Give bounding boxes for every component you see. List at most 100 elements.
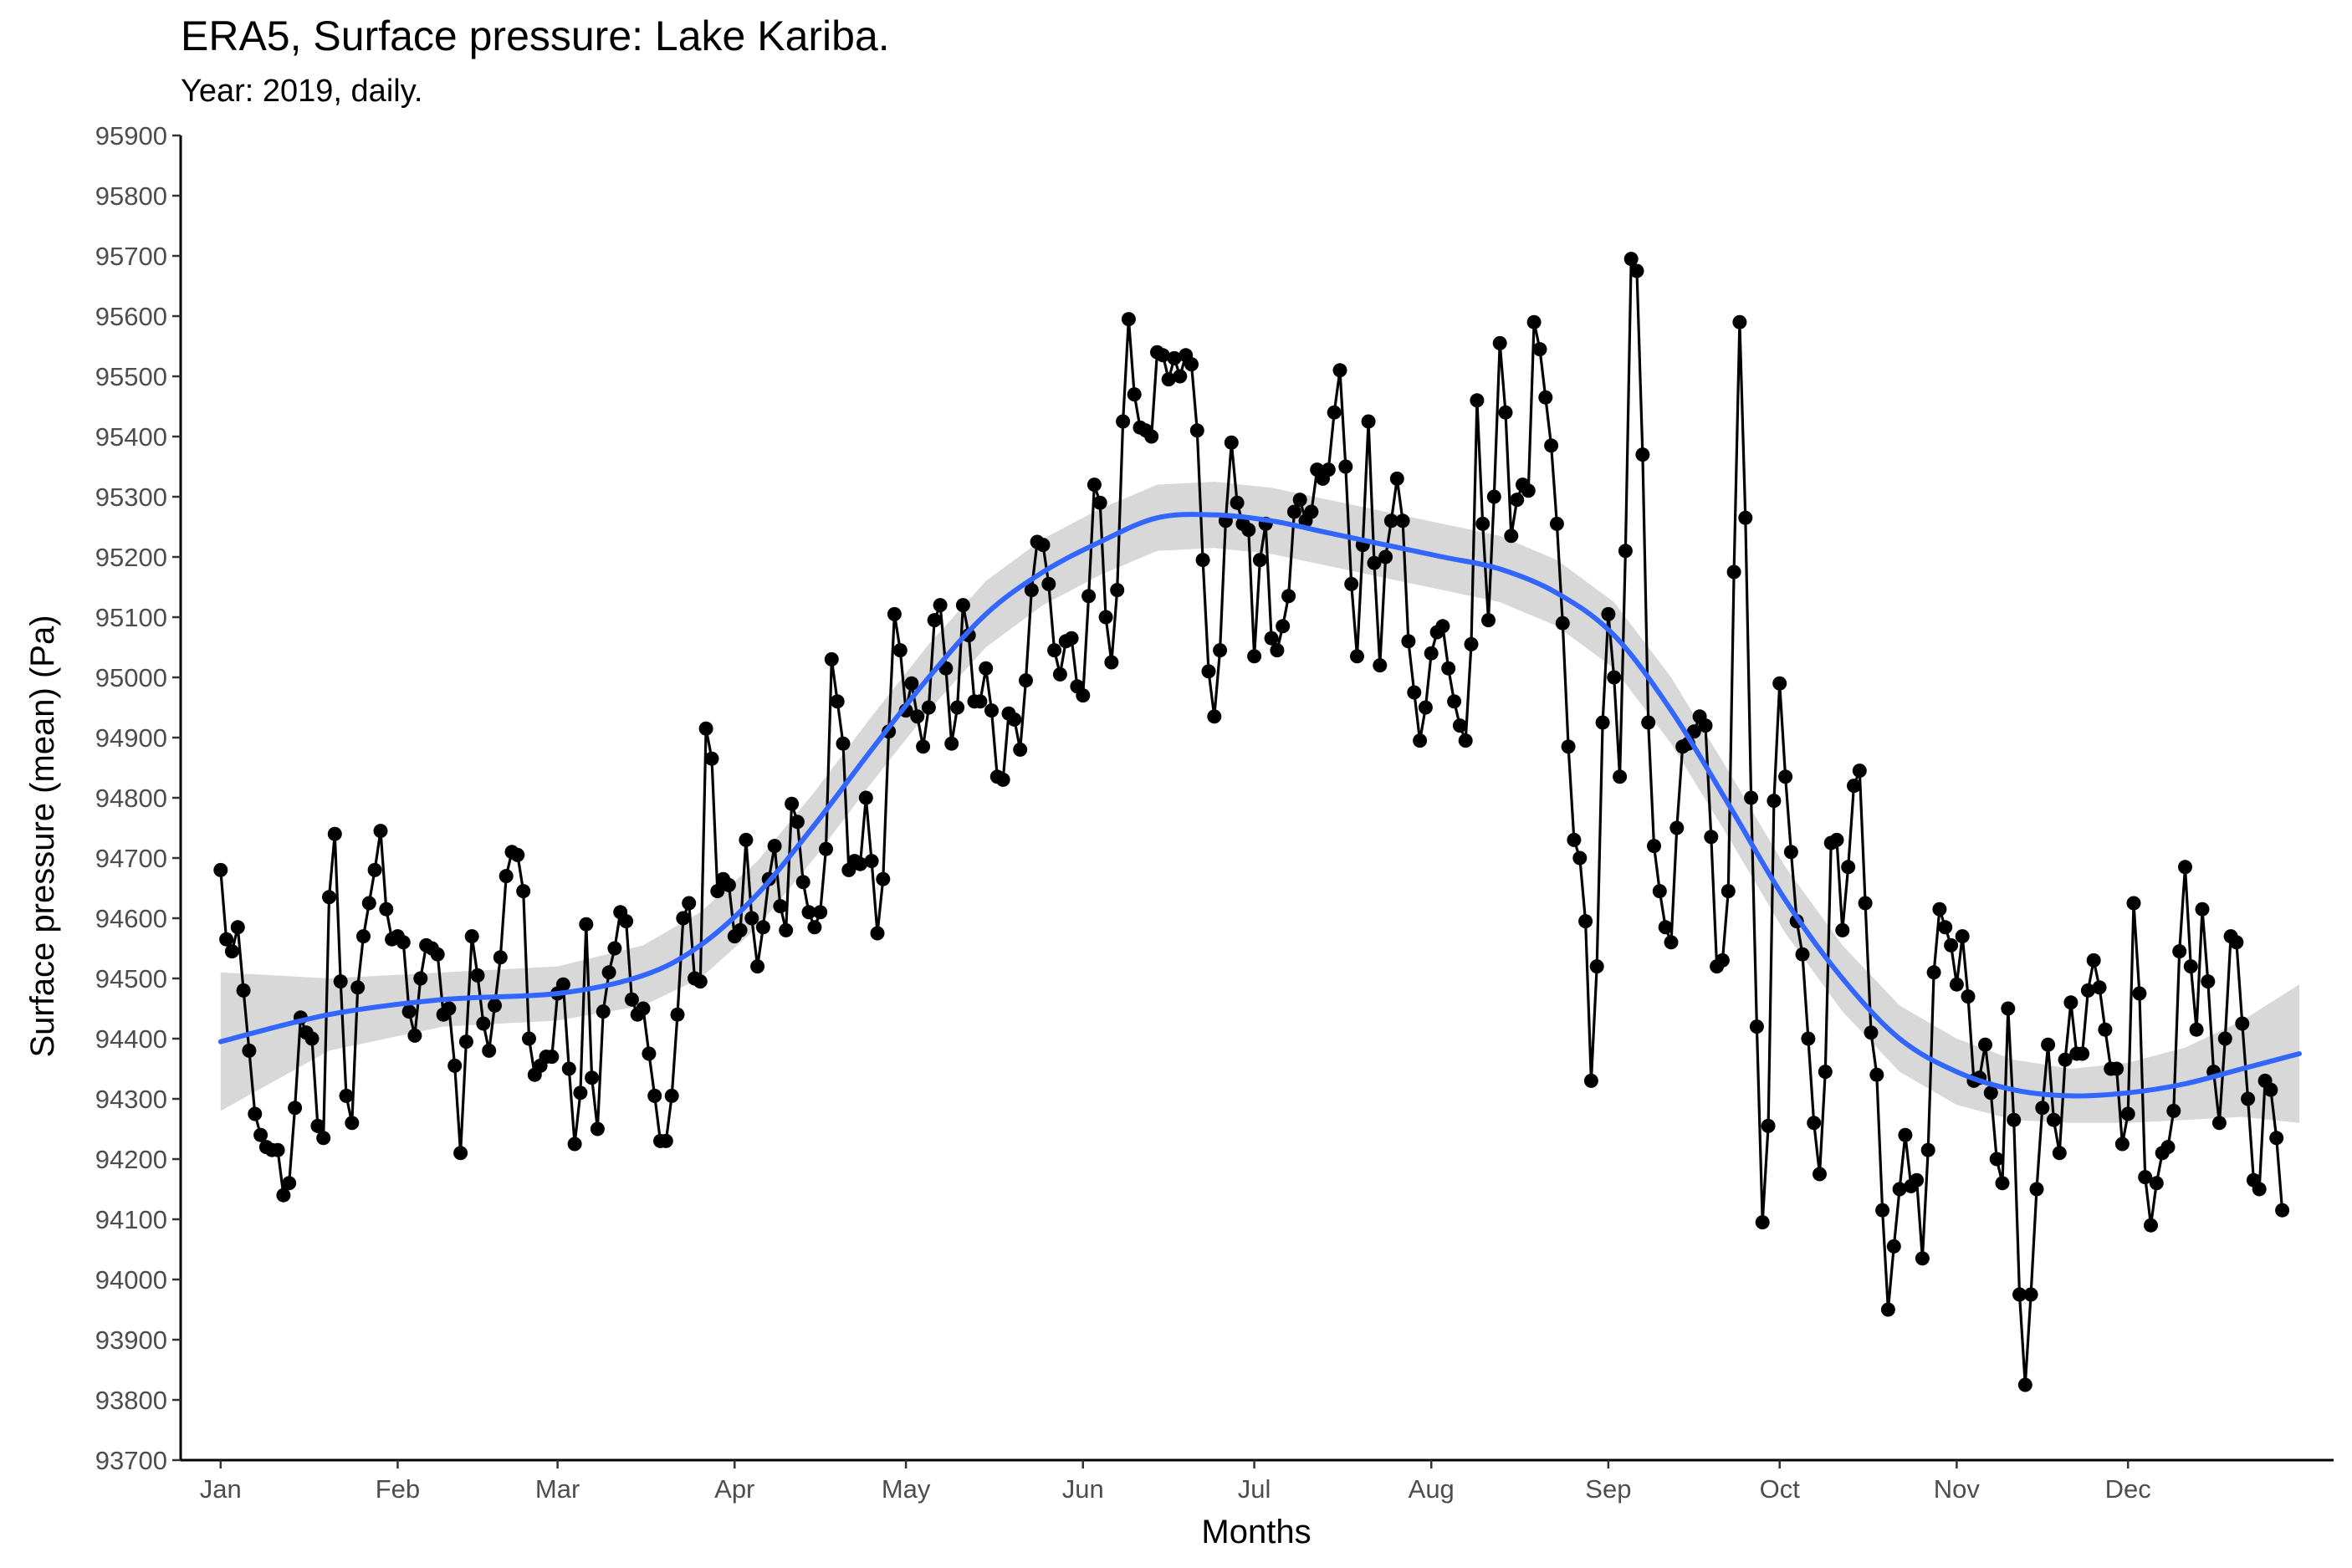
data-point (1407, 685, 1422, 700)
data-point (1989, 1152, 2004, 1167)
data-point (698, 721, 713, 736)
data-point (2080, 983, 2095, 998)
data-point (876, 871, 891, 886)
x-tick-label: Feb (376, 1474, 420, 1504)
data-point (1041, 576, 1056, 591)
data-point (1686, 724, 1701, 739)
data-point (1224, 435, 1239, 450)
data-point (995, 772, 1010, 787)
data-point (596, 1004, 611, 1019)
data-point (339, 1088, 354, 1103)
data-point (1567, 832, 1582, 847)
data-point (739, 832, 754, 847)
data-point (824, 651, 839, 667)
data-point (1920, 1142, 1935, 1157)
data-point (1361, 414, 1376, 429)
data-point (270, 1142, 285, 1157)
data-point (2109, 1061, 2124, 1076)
data-point (1949, 977, 1964, 992)
data-point (773, 899, 788, 914)
data-point (1629, 263, 1644, 278)
smooth-line-group (217, 512, 2302, 1099)
data-point (801, 905, 816, 920)
data-point (2017, 1377, 2032, 1392)
data-point (1595, 715, 1610, 730)
data-point (2172, 944, 2187, 959)
data-point (288, 1101, 303, 1116)
data-point (2041, 1037, 2056, 1052)
data-point (413, 971, 428, 986)
data-point (1726, 564, 1741, 580)
data-point (1035, 538, 1051, 553)
data-point (1829, 832, 1844, 847)
data-point (2241, 1091, 2256, 1106)
data-point (1458, 733, 1473, 748)
data-point (1276, 619, 1291, 634)
data-point (1447, 694, 1462, 709)
x-tick-label: Oct (1760, 1474, 1801, 1504)
data-point (282, 1176, 297, 1191)
data-point (316, 1131, 331, 1146)
data-point (1932, 901, 1947, 917)
data-point (733, 922, 748, 937)
data-point (2211, 1116, 2227, 1131)
data-point (601, 965, 616, 980)
data-point (2132, 986, 2147, 1001)
data-point (242, 1043, 257, 1058)
data-point (1116, 414, 1131, 429)
data-point (470, 968, 485, 983)
data-point (1618, 544, 1633, 559)
x-tick-label: Mar (535, 1474, 580, 1504)
data-point (1367, 555, 1382, 570)
data-point (607, 941, 622, 956)
data-point (213, 862, 228, 877)
data-point (1013, 742, 1028, 757)
data-point (744, 911, 759, 926)
data-point (1121, 312, 1136, 327)
data-point (2098, 1022, 2113, 1037)
x-tick-label: Jul (1238, 1474, 1271, 1504)
data-point (2012, 1287, 2027, 1302)
x-tick-label: Nov (1934, 1474, 1981, 1504)
data-point (1047, 643, 1062, 658)
data-point (1892, 1182, 1907, 1197)
data-point (2189, 1022, 2204, 1037)
data-point (350, 980, 366, 995)
data-point (1869, 1067, 1884, 1082)
y-tick-label: 94300 (95, 1085, 167, 1114)
x-axis-title: Months (1201, 1514, 1311, 1550)
y-tick-label: 93900 (95, 1325, 167, 1355)
data-point (1092, 495, 1107, 510)
data-point (1241, 523, 1256, 538)
data-point (795, 875, 810, 890)
data-point (1572, 850, 1588, 866)
data-point (2275, 1203, 2290, 1218)
data-point (499, 869, 514, 884)
data-point (1144, 429, 1159, 444)
data-point (2138, 1170, 2153, 1185)
data-point (1127, 387, 1142, 402)
data-point (636, 1001, 651, 1016)
data-point (704, 751, 719, 766)
data-point (910, 709, 925, 724)
data-point (1818, 1065, 1833, 1080)
data-point (1795, 947, 1810, 962)
data-point (647, 1088, 662, 1103)
data-point (921, 700, 936, 715)
data-point (887, 606, 902, 621)
data-point (1561, 739, 1576, 754)
data-point (1532, 342, 1547, 357)
data-point (1304, 504, 1319, 519)
x-tick-label: Sep (1585, 1474, 1631, 1504)
data-point (2263, 1082, 2278, 1097)
data-point (1344, 576, 1359, 591)
x-tick-label: Jun (1062, 1474, 1104, 1504)
data-point (1767, 794, 1782, 809)
data-point (253, 1127, 268, 1142)
data-point (1880, 1302, 1895, 1317)
data-point (2046, 1112, 2061, 1127)
data-point (1024, 583, 1039, 598)
data-point (830, 694, 845, 709)
data-point (379, 901, 394, 917)
y-tick-label: 95600 (95, 302, 167, 331)
